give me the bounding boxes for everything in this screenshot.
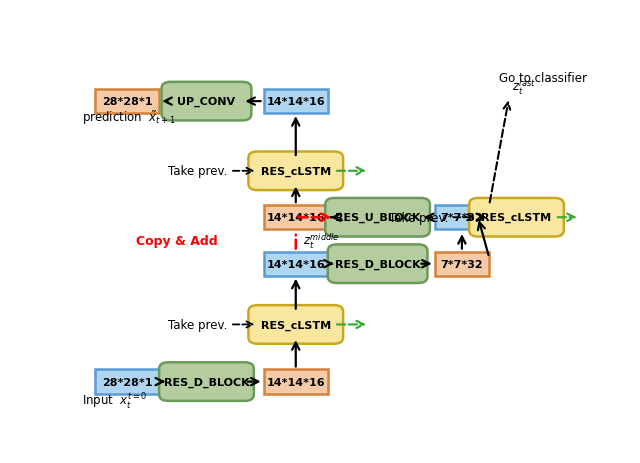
- Text: Copy & Add: Copy & Add: [136, 234, 218, 247]
- FancyBboxPatch shape: [328, 245, 428, 283]
- Text: 14*14*16: 14*14*16: [266, 213, 325, 223]
- FancyBboxPatch shape: [435, 206, 489, 230]
- Text: Take prev.: Take prev.: [168, 318, 228, 331]
- Text: 7*7*32: 7*7*32: [440, 259, 483, 269]
- Text: $z_t^{middle}$: $z_t^{middle}$: [303, 231, 340, 250]
- Text: RES_cLSTM: RES_cLSTM: [260, 166, 331, 176]
- Text: 28*28*1: 28*28*1: [102, 97, 152, 107]
- Text: RES_U_BLOCK: RES_U_BLOCK: [335, 213, 420, 223]
- FancyBboxPatch shape: [435, 252, 489, 276]
- FancyBboxPatch shape: [469, 199, 564, 237]
- Text: 14*14*16: 14*14*16: [266, 97, 325, 107]
- Text: Input  $x_t^{t=0}$: Input $x_t^{t=0}$: [83, 391, 148, 412]
- Text: 14*14*16: 14*14*16: [266, 259, 325, 269]
- FancyBboxPatch shape: [159, 363, 254, 401]
- FancyBboxPatch shape: [264, 369, 328, 394]
- Text: RES_cLSTM: RES_cLSTM: [260, 319, 331, 330]
- Text: RES_D_BLOCK: RES_D_BLOCK: [335, 259, 420, 269]
- FancyBboxPatch shape: [264, 206, 328, 230]
- Text: prediction  $\tilde{x}_{t+1}$: prediction $\tilde{x}_{t+1}$: [83, 109, 176, 126]
- FancyBboxPatch shape: [264, 252, 328, 276]
- Text: 7*7*32: 7*7*32: [440, 213, 483, 223]
- Text: 14*14*16: 14*14*16: [266, 377, 325, 387]
- FancyBboxPatch shape: [264, 90, 328, 114]
- FancyBboxPatch shape: [161, 83, 252, 121]
- FancyBboxPatch shape: [248, 152, 343, 191]
- FancyBboxPatch shape: [95, 369, 159, 394]
- Text: 28*28*1: 28*28*1: [102, 377, 152, 387]
- Text: Go to classifier: Go to classifier: [499, 72, 587, 85]
- FancyBboxPatch shape: [325, 199, 430, 237]
- FancyBboxPatch shape: [248, 306, 343, 344]
- Text: RES_D_BLOCK: RES_D_BLOCK: [164, 376, 250, 387]
- Text: UP_CONV: UP_CONV: [177, 97, 236, 107]
- FancyBboxPatch shape: [95, 90, 159, 114]
- Text: $z_t^{last}$: $z_t^{last}$: [511, 77, 536, 97]
- Text: RES_cLSTM: RES_cLSTM: [481, 213, 552, 223]
- Text: Take prev.: Take prev.: [389, 211, 448, 224]
- Text: Take prev.: Take prev.: [168, 165, 228, 178]
